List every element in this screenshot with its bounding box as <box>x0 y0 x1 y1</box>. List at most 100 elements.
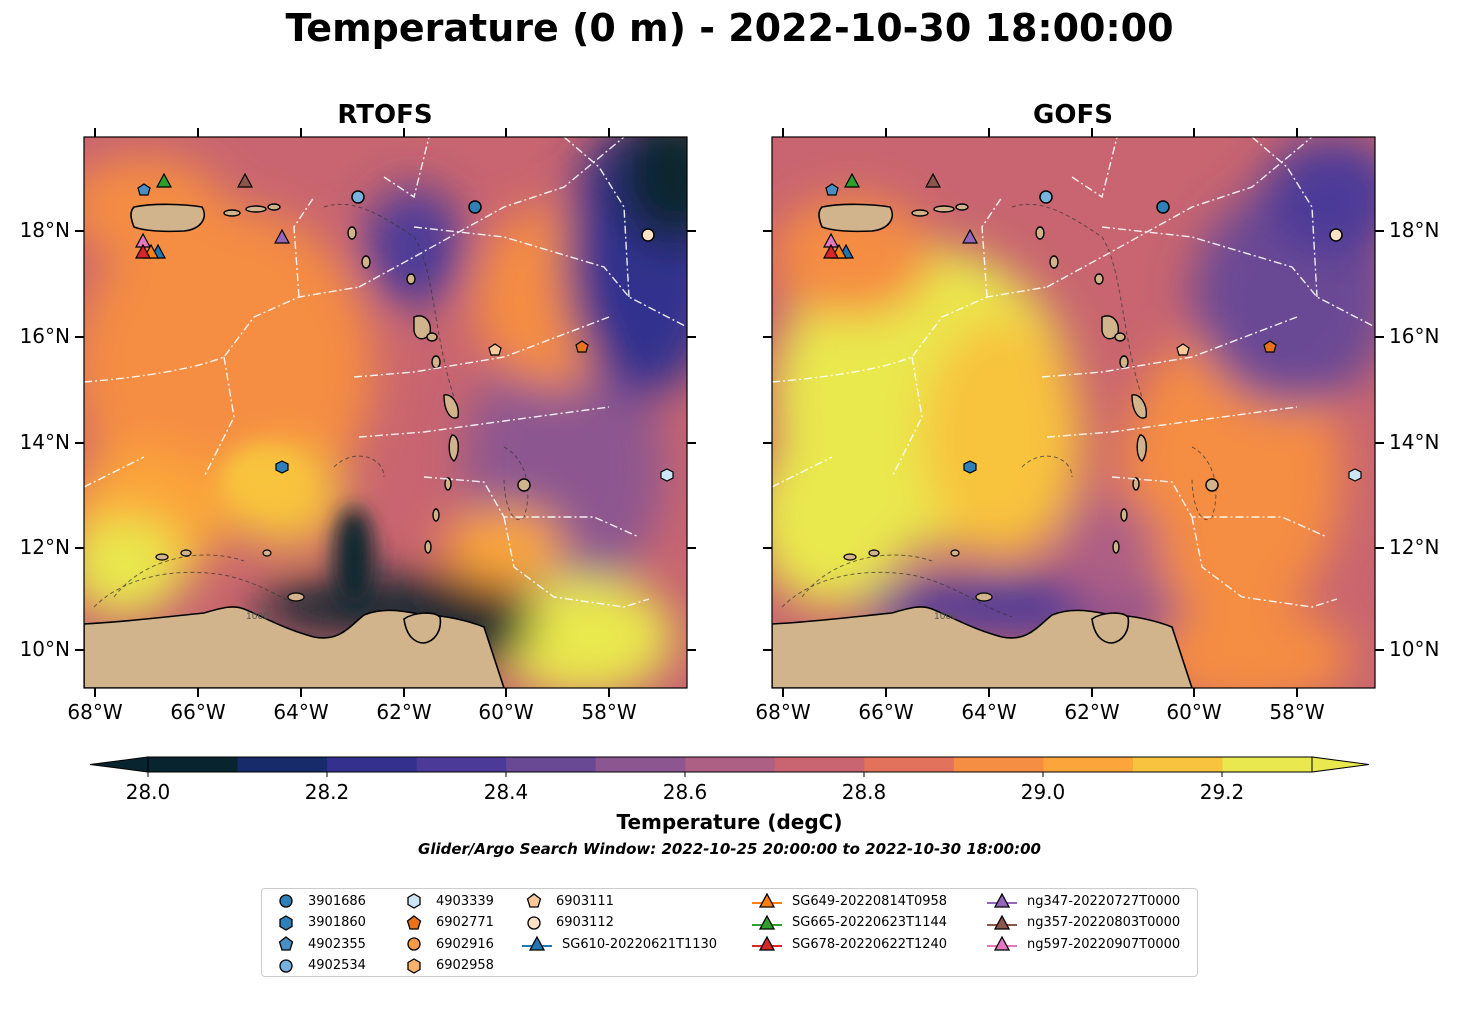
x-tick-label: 62°W <box>1064 700 1120 724</box>
marker-4903339 <box>1348 468 1362 482</box>
colorbar-outline <box>147 756 1313 773</box>
legend-item-label: 4902534 <box>308 958 366 973</box>
legend-item: ng347-20220727T0000 <box>987 891 1180 911</box>
legend-marker-icon <box>987 914 1017 930</box>
colorbar <box>89 756 1370 777</box>
panel-title-gofs: GOFS <box>1033 100 1113 130</box>
x-tick-label: 60°W <box>1166 700 1222 724</box>
legend-item: 6902958 <box>402 956 494 976</box>
colorbar-extend-low <box>89 756 149 773</box>
legend-item: ng357-20220803T0000 <box>987 913 1180 933</box>
x-tick-label: 58°W <box>1269 700 1325 724</box>
marker-ng357 <box>924 172 942 188</box>
colorbar-segment <box>595 757 686 772</box>
legend-marker-icon <box>752 935 782 951</box>
legend-marker-icon <box>279 958 293 973</box>
legend-item-label: ng347-20220727T0000 <box>1027 893 1181 909</box>
colorbar-segment <box>237 757 328 772</box>
legend-item-label: 6902771 <box>436 915 494 930</box>
colorbar-segment <box>416 757 507 772</box>
marker-3901860 <box>275 460 289 474</box>
legend-marker-icon <box>527 915 541 930</box>
colorbar-tick-label: 29.2 <box>1199 780 1245 804</box>
marker-6902771 <box>575 340 589 353</box>
x-tick-label: 60°W <box>478 700 534 724</box>
legend-item: SG610-20220621T1130 <box>522 934 717 954</box>
x-tick-label: 68°W <box>755 700 811 724</box>
legend-marker-icon <box>752 914 782 930</box>
colorbar-tick-label: 28.8 <box>841 780 887 804</box>
legend-item-label: 3901686 <box>308 893 366 909</box>
y-tick-label: 18°N <box>19 218 70 242</box>
legend-item-label: 6903112 <box>556 915 614 930</box>
contour-label: 1000 <box>934 612 957 622</box>
marker-3901686 <box>1156 200 1170 214</box>
map-rtofs: 1000 <box>84 137 687 688</box>
axis-tick-marks <box>75 128 1384 697</box>
marker-4902355 <box>137 183 151 196</box>
legend-item-label: 6902958 <box>436 958 494 973</box>
legend-item-label: 6903111 <box>556 893 614 909</box>
legend-item: SG665-20220623T1144 <box>752 913 947 933</box>
figure-title: Temperature (0 m) - 2022-10-30 18:00:00 <box>285 6 1174 50</box>
x-tick-label: 62°W <box>376 700 432 724</box>
legend-marker-icon <box>987 935 1017 951</box>
legend-item: 3901686 <box>274 891 366 911</box>
x-tick-label: 64°W <box>273 700 329 724</box>
legend-item-label: SG678-20220622T1240 <box>792 936 948 952</box>
legend-item: 4902534 <box>274 956 366 976</box>
colorbar-label: Temperature (degC) <box>616 810 843 834</box>
legend-marker-icon <box>278 936 294 951</box>
marker-sg665 <box>155 172 173 188</box>
colorbar-tick-label: 28.2 <box>304 780 350 804</box>
legend-item: 6903111 <box>522 891 614 911</box>
legend-marker-icon <box>752 892 782 908</box>
marker-3901686 <box>468 200 482 214</box>
legend-item: 6903112 <box>522 913 614 933</box>
marker-ng357 <box>236 172 254 188</box>
marker-ng347 <box>273 228 291 244</box>
y-tick-label: 12°N <box>1389 535 1440 559</box>
colorbar-segment <box>506 757 597 772</box>
legend-item: ng597-20220907T0000 <box>987 934 1180 954</box>
marker-sg678 <box>822 243 840 259</box>
y-tick-label: 14°N <box>1389 430 1440 454</box>
colorbar-segment <box>953 757 1044 772</box>
colorbar-segment <box>327 757 418 772</box>
legend-marker-icon <box>406 914 422 930</box>
legend-item-label: 6902916 <box>436 936 494 952</box>
marker-6903112 <box>1329 228 1343 242</box>
colorbar-segment <box>1043 757 1134 772</box>
y-tick-label: 18°N <box>1389 218 1440 242</box>
colorbar-segment <box>685 757 776 772</box>
marker-ng347 <box>961 228 979 244</box>
legend-item-label: 4902355 <box>308 936 366 952</box>
marker-4902534 <box>1039 190 1053 204</box>
legend-item-label: 3901860 <box>308 915 366 930</box>
marker-6902771 <box>1263 340 1277 353</box>
legend-item: 6902916 <box>402 934 494 954</box>
legend-item: 4903339 <box>402 891 494 911</box>
x-tick-label: 68°W <box>67 700 123 724</box>
colorbar-tick-label: 28.6 <box>662 780 708 804</box>
legend-marker-icon <box>526 893 542 908</box>
marker-3901860 <box>963 460 977 474</box>
contour-label: 1000 <box>246 612 269 622</box>
legend-item: 4902355 <box>274 934 366 954</box>
legend-item-label: SG649-20220814T0958 <box>792 893 948 909</box>
legend-item: 6902771 <box>402 913 494 933</box>
colorbar-segment <box>1222 757 1313 772</box>
legend: 3901686 3901860 4902355 4902534 4903339 69027… <box>261 888 1198 977</box>
y-tick-label: 14°N <box>19 430 70 454</box>
colorbar-segment <box>1132 757 1223 772</box>
legend-marker-icon <box>987 892 1017 908</box>
marker-6903112 <box>641 228 655 242</box>
panel-title-rtofs: RTOFS <box>337 100 433 130</box>
y-tick-label: 10°N <box>1389 637 1440 661</box>
legend-item-label: ng357-20220803T0000 <box>1027 915 1181 930</box>
legend-item-label: SG665-20220623T1144 <box>792 915 948 930</box>
legend-item-label: 4903339 <box>436 893 494 909</box>
marker-6903111 <box>1176 343 1190 356</box>
legend-marker-icon <box>407 893 421 909</box>
marker-4902534 <box>351 190 365 204</box>
